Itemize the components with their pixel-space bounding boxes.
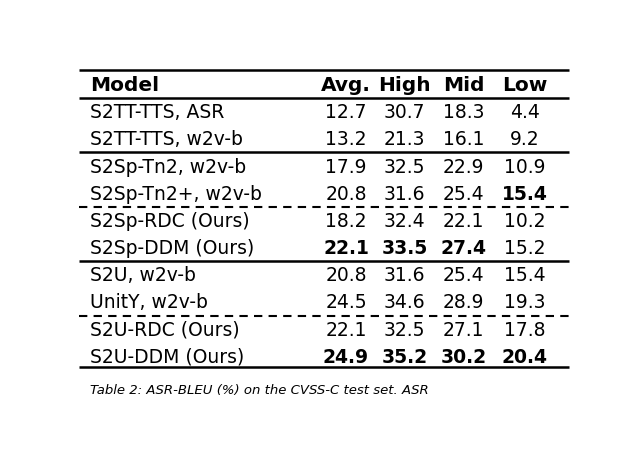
Text: 32.4: 32.4 <box>384 212 425 230</box>
Text: S2Sp-DDM (Ours): S2Sp-DDM (Ours) <box>90 238 254 258</box>
Text: S2U-RDC (Ours): S2U-RDC (Ours) <box>90 320 240 339</box>
Text: S2U-DDM (Ours): S2U-DDM (Ours) <box>90 347 244 366</box>
Text: 17.8: 17.8 <box>504 320 545 339</box>
Text: 24.5: 24.5 <box>325 293 367 312</box>
Text: 18.2: 18.2 <box>325 212 367 230</box>
Text: 31.6: 31.6 <box>384 266 425 285</box>
Text: 19.3: 19.3 <box>504 293 545 312</box>
Text: Table 2: ASR-BLEU (%) on the CVSS-C test set. ASR: Table 2: ASR-BLEU (%) on the CVSS-C test… <box>90 383 428 396</box>
Text: 31.6: 31.6 <box>384 184 425 203</box>
Text: 17.9: 17.9 <box>325 157 367 176</box>
Text: 35.2: 35.2 <box>382 347 428 366</box>
Text: 16.1: 16.1 <box>443 130 484 149</box>
Text: 20.4: 20.4 <box>502 347 548 366</box>
Text: S2TT-TTS, ASR: S2TT-TTS, ASR <box>90 103 224 122</box>
Text: Model: Model <box>90 76 159 95</box>
Text: 18.3: 18.3 <box>443 103 484 122</box>
Text: 22.1: 22.1 <box>325 320 367 339</box>
Text: 30.2: 30.2 <box>441 347 487 366</box>
Text: 22.9: 22.9 <box>443 157 484 176</box>
Text: Low: Low <box>502 76 547 95</box>
Text: 30.7: 30.7 <box>384 103 425 122</box>
Text: 10.9: 10.9 <box>504 157 545 176</box>
Text: 15.4: 15.4 <box>504 266 545 285</box>
Text: 27.1: 27.1 <box>443 320 484 339</box>
Text: S2Sp-RDC (Ours): S2Sp-RDC (Ours) <box>90 212 250 230</box>
Text: 32.5: 32.5 <box>384 157 425 176</box>
Text: 32.5: 32.5 <box>384 320 425 339</box>
Text: 9.2: 9.2 <box>510 130 540 149</box>
Text: 25.4: 25.4 <box>442 266 484 285</box>
Text: 12.7: 12.7 <box>325 103 367 122</box>
Text: S2Sp-Tn2+, w2v-b: S2Sp-Tn2+, w2v-b <box>90 184 262 203</box>
Text: 24.9: 24.9 <box>323 347 369 366</box>
Text: 34.6: 34.6 <box>384 293 425 312</box>
Text: 25.4: 25.4 <box>442 184 484 203</box>
Text: S2U, w2v-b: S2U, w2v-b <box>90 266 196 285</box>
Text: 22.1: 22.1 <box>443 212 484 230</box>
Text: 15.2: 15.2 <box>504 238 545 258</box>
Text: High: High <box>379 76 431 95</box>
Text: 20.8: 20.8 <box>325 184 367 203</box>
Text: 20.8: 20.8 <box>325 266 367 285</box>
Text: UnitY, w2v-b: UnitY, w2v-b <box>90 293 208 312</box>
Text: 27.4: 27.4 <box>441 238 487 258</box>
Text: S2TT-TTS, w2v-b: S2TT-TTS, w2v-b <box>90 130 243 149</box>
Text: Mid: Mid <box>443 76 484 95</box>
Text: 15.4: 15.4 <box>502 184 548 203</box>
Text: S2Sp-Tn2, w2v-b: S2Sp-Tn2, w2v-b <box>90 157 246 176</box>
Text: 33.5: 33.5 <box>382 238 428 258</box>
Text: 21.3: 21.3 <box>384 130 425 149</box>
Text: 13.2: 13.2 <box>325 130 367 149</box>
Text: 4.4: 4.4 <box>510 103 540 122</box>
Text: 22.1: 22.1 <box>323 238 369 258</box>
Text: 28.9: 28.9 <box>443 293 484 312</box>
Text: 10.2: 10.2 <box>504 212 545 230</box>
Text: Avg.: Avg. <box>321 76 371 95</box>
